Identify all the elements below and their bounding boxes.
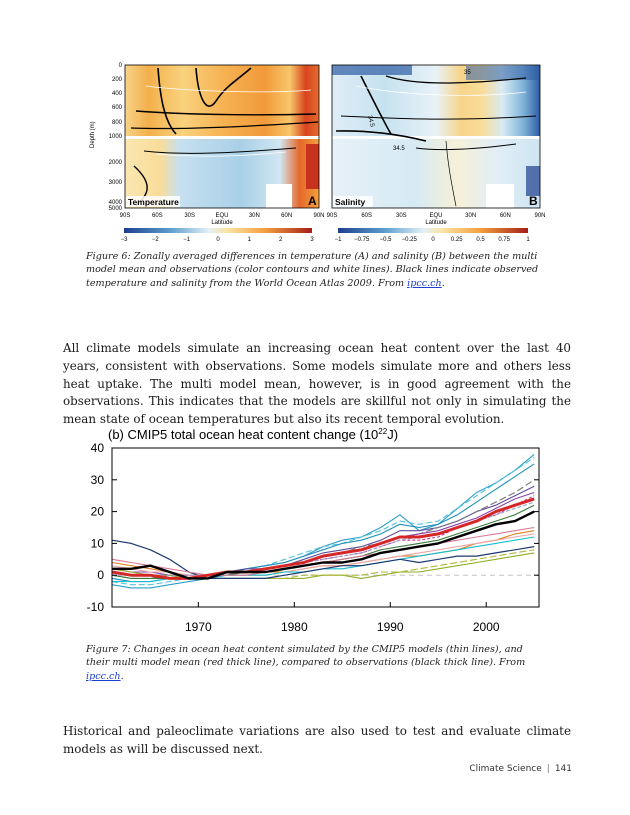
panel-b-colorbar-tick: −0.25 xyxy=(402,237,418,243)
panel-b-x-axis-title: Latitude xyxy=(425,220,447,226)
figure-6-source-link[interactable]: ipcc.ch xyxy=(407,277,442,289)
chart-title-sup: 22 xyxy=(378,427,387,436)
panel-b-colorbar-tick: −1 xyxy=(335,237,343,243)
panel-a: Temperature A Depth (m) 0 200 400 600 800 100… xyxy=(90,63,325,243)
depth-tick: 200 xyxy=(112,77,123,83)
figure-7-caption-text: Figure 7: Changes in ocean heat content … xyxy=(86,644,526,669)
panel-b-lat-tick: 60S xyxy=(361,213,372,219)
panel-b: 34.5 34.5 35 Salinity B 90S 60S 30S EQU 30N 6… xyxy=(327,64,546,243)
depth-tick: 3000 xyxy=(109,180,123,186)
panel-a-label: Temperature xyxy=(128,197,179,207)
chart-title: (b) CMIP5 total ocean heat content chang… xyxy=(108,427,398,442)
chart-title-end: J) xyxy=(387,427,398,442)
x-tick-label: 1990 xyxy=(377,620,404,634)
footer-section: Climate Science xyxy=(469,764,542,774)
ocean-heat-content-chart: (b) CMIP5 total ocean heat content chang… xyxy=(87,427,540,634)
series-line-1 xyxy=(111,453,535,589)
panel-a-colorbar-tick: −3 xyxy=(121,237,129,243)
plot-frame xyxy=(111,447,540,608)
y-tick-label: 0 xyxy=(97,568,104,582)
panel-a-lat-tick: 90S xyxy=(120,213,131,219)
panel-b-letter: B xyxy=(529,194,538,208)
y-tick-label: -10 xyxy=(87,600,105,614)
panel-a-lat-tick: EQU xyxy=(215,213,228,219)
panel-a-lat-tick: 90N xyxy=(313,213,324,219)
series-line-8 xyxy=(111,504,535,579)
x-tick-label: 1980 xyxy=(281,620,308,634)
panel-a-colorbar-tick: 3 xyxy=(310,237,314,243)
body-paragraph-2: Historical and paleoclimate variations a… xyxy=(63,724,571,756)
body-paragraph-1: All climate models simulate an increasin… xyxy=(63,341,571,427)
panel-b-lat-tick: 30N xyxy=(465,213,476,219)
depth-tick: 5000 xyxy=(109,206,123,212)
figure-6-caption-text: Figure 6: Zonally averaged differences i… xyxy=(86,251,539,289)
figure-7-caption: Figure 7: Changes in ocean heat content … xyxy=(86,643,546,683)
depth-tick: 0 xyxy=(119,63,123,69)
panel-a-colorbar-tick: −1 xyxy=(183,237,191,243)
figure-6-svg: Temperature A Depth (m) 0200400600800100… xyxy=(90,63,546,243)
panel-a-lat-tick: 30S xyxy=(184,213,195,219)
y-tick-label: 30 xyxy=(91,473,105,487)
figure-6-caption-end: . xyxy=(441,277,445,289)
series-line-18 xyxy=(112,510,535,580)
panel-a-lat-tick: 60N xyxy=(281,213,292,219)
y-tick-label: 40 xyxy=(91,441,105,455)
series-line-14 xyxy=(111,539,535,579)
chart-title-main: (b) CMIP5 total ocean heat content chang… xyxy=(108,427,378,442)
panel-b-colorbar xyxy=(338,228,528,233)
panel-b-colorbar-tick: 0.5 xyxy=(476,237,485,243)
y-tick-label: 10 xyxy=(91,536,105,550)
panel-b-colorbar-tick: 0 xyxy=(431,237,435,243)
contour-label-1: 34.5 xyxy=(366,115,375,128)
depth-tick: 4000 xyxy=(109,200,123,206)
panel-a-lat-tick: 30N xyxy=(249,213,260,219)
depth-tick: 600 xyxy=(112,105,123,111)
figure-6-caption: Figure 6: Zonally averaged differences i… xyxy=(86,250,546,290)
figure-7-source-link[interactable]: ipcc.ch xyxy=(86,670,121,682)
series-line-16 xyxy=(112,501,535,576)
panel-a-colorbar-tick: 2 xyxy=(279,237,283,243)
depth-tick: 1000 xyxy=(109,134,123,140)
depth-tick: 2000 xyxy=(109,160,123,166)
series-line-17 xyxy=(111,497,535,580)
panel-a-colorbar-tick: 1 xyxy=(248,237,252,243)
depth-tick: 800 xyxy=(112,120,123,126)
page-number: 141 xyxy=(554,764,572,774)
figure-7-caption-end: . xyxy=(120,670,124,682)
depth-tick: 400 xyxy=(112,91,123,97)
panel-b-colorbar-tick: 1 xyxy=(526,237,530,243)
panel-a-lat-tick: 60S xyxy=(152,213,163,219)
panel-b-colorbar-tick: 0.25 xyxy=(451,237,463,243)
series-line-10 xyxy=(111,533,535,576)
panel-b-colorbar-tick: 0.75 xyxy=(498,237,510,243)
x-tick-label: 2000 xyxy=(473,620,500,634)
contour-label-2: 34.5 xyxy=(393,146,405,152)
panel-b-lat-tick: 30S xyxy=(396,213,407,219)
panel-b-lat-tick: 90S xyxy=(327,213,338,219)
panel-b-lat-tick: EQU xyxy=(429,213,442,219)
depth-axis-title: Depth (m) xyxy=(90,121,96,148)
x-tick-label: 1970 xyxy=(185,620,212,634)
figure-7: (b) CMIP5 total ocean heat content chang… xyxy=(60,424,552,640)
contour-label-3: 35 xyxy=(464,70,471,76)
footer-separator: | xyxy=(546,764,550,774)
panel-b-lat-tick: 90N xyxy=(534,213,545,219)
panel-b-colorbar-tick: −0.75 xyxy=(354,237,370,243)
panel-a-colorbar-tick: 0 xyxy=(216,237,220,243)
panel-a-colorbar xyxy=(124,228,312,233)
page-footer: Climate Science | 141 xyxy=(469,764,572,774)
panel-b-lat-tick: 60N xyxy=(500,213,511,219)
panel-b-label: Salinity xyxy=(335,197,366,207)
panel-a-letter: A xyxy=(308,194,317,208)
series-line-15 xyxy=(111,526,535,576)
figure-6: Temperature A Depth (m) 0 200 400 600 800 100… xyxy=(86,56,554,246)
y-tick-label: 20 xyxy=(91,505,105,519)
panel-a-x-axis-title: Latitude xyxy=(211,220,233,226)
panel-a-colorbar-tick: −2 xyxy=(152,237,160,243)
panel-b-colorbar-tick: −0.5 xyxy=(380,237,393,243)
